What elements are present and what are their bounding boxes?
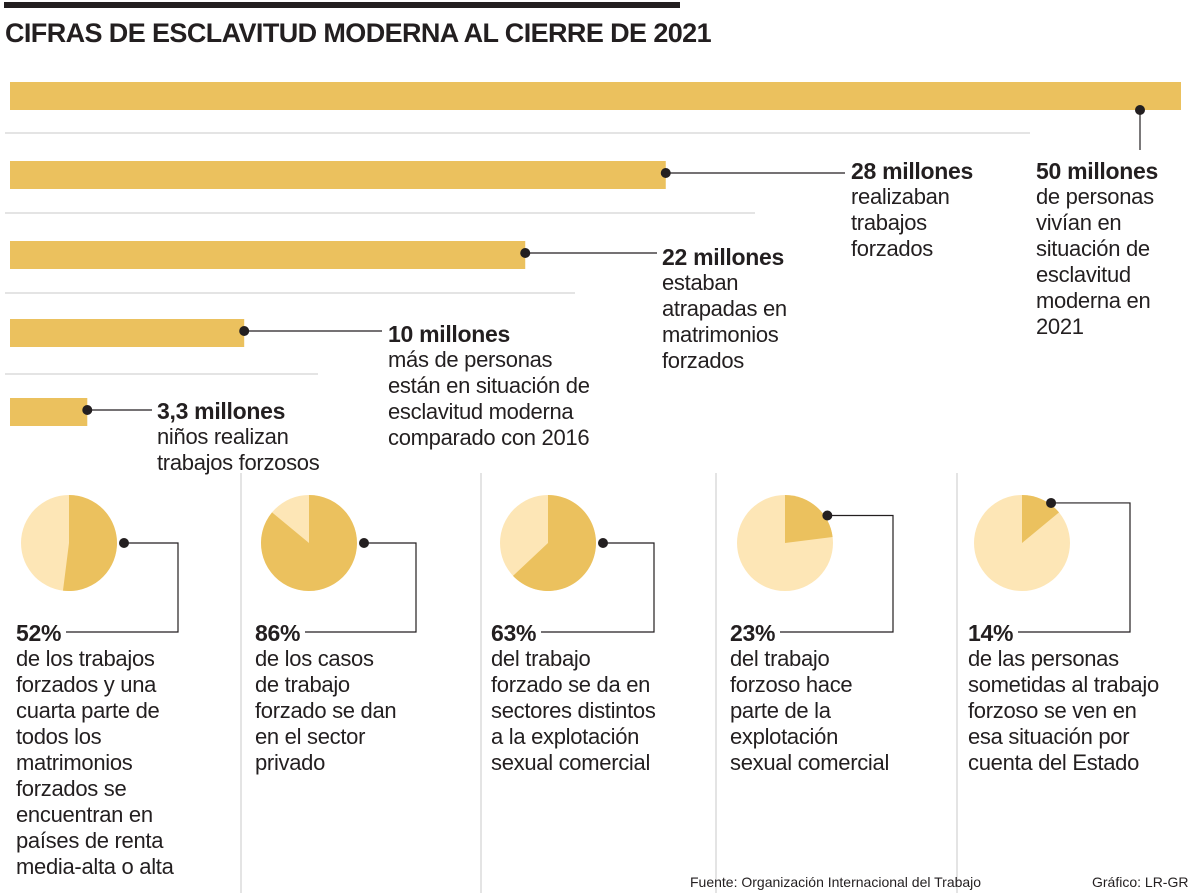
bar-description: realizaban trabajos forzados [851,184,950,261]
pie-description: del trabajo forzado se da en sectores di… [491,646,656,775]
graphic-credit: Gráfico: LR-GR [1092,874,1189,890]
pie-percent-label: 23% [730,620,776,646]
pie-leader-line [541,542,655,633]
pie-label-4: 14% de las personas sometidas al trabajo… [968,620,1159,776]
pie-leader-line [1018,502,1131,633]
pie-0-slice [62,495,117,591]
bar-label-2: 22 millones estaban atrapadas en matrimo… [662,244,787,374]
pie-description: de los trabajos forzados y una cuarta pa… [16,646,174,879]
bar-description: más de personas están en situación de es… [388,347,590,450]
pie-description: de las personas sometidas al trabajo for… [968,646,1159,775]
pie-description: del trabajo forzoso hace parte de la exp… [730,646,890,775]
bar-value-label: 28 millones [851,158,973,184]
pie-leader-line [305,542,417,633]
bar-description: de personas vivían en situación de escla… [1036,184,1154,339]
pie-label-0: 52% de los trabajos forzados y una cuart… [16,620,174,880]
bar-label-1: 28 millones realizaban trabajos forzados [851,158,973,262]
bar-2 [10,241,526,269]
chart-title: CIFRAS DE ESCLAVITUD MODERNA AL CIERRE D… [5,18,712,48]
bar-value-label: 10 millones [388,321,510,347]
bar-description: estaban atrapadas en matrimonios forzado… [662,270,787,373]
source-note: Fuente: Organización Internacional del T… [690,874,982,890]
bar-3 [10,319,245,347]
pie-description: de los casos de trabajo forzado se dan e… [255,646,397,775]
title-top-rule [4,2,680,8]
pie-percent-label: 52% [16,620,62,646]
pie-label-1: 86% de los casos de trabajo forzado se d… [255,620,397,776]
bar-1 [10,161,666,189]
pie-leader-line [66,542,179,633]
bar-label-4: 3,3 millones niños realizan trabajos for… [157,398,320,476]
bar-0 [10,82,1181,110]
pie-percent-label: 14% [968,620,1014,646]
pie-percent-label: 86% [255,620,301,646]
bar-value-label: 50 millones [1036,158,1158,184]
bar-label-3: 10 millones más de personas están en sit… [388,321,590,451]
pie-label-2: 63% del trabajo forzado se da en sectore… [491,620,656,776]
pie-2-slice [513,495,596,591]
pie-percent-label: 63% [491,620,537,646]
bar-description: niños realizan trabajos forzosos [157,424,320,475]
pie-leader-line [780,514,894,633]
bar-label-0: 50 millones de personas vivían en situac… [1036,158,1158,340]
pie-3-slice [785,495,833,543]
pie-label-3: 23% del trabajo forzoso hace parte de la… [730,620,889,776]
bar-value-label: 3,3 millones [157,398,286,424]
bar-value-label: 22 millones [662,244,784,270]
pie-1-slice [260,495,357,591]
bar-4 [10,398,88,426]
